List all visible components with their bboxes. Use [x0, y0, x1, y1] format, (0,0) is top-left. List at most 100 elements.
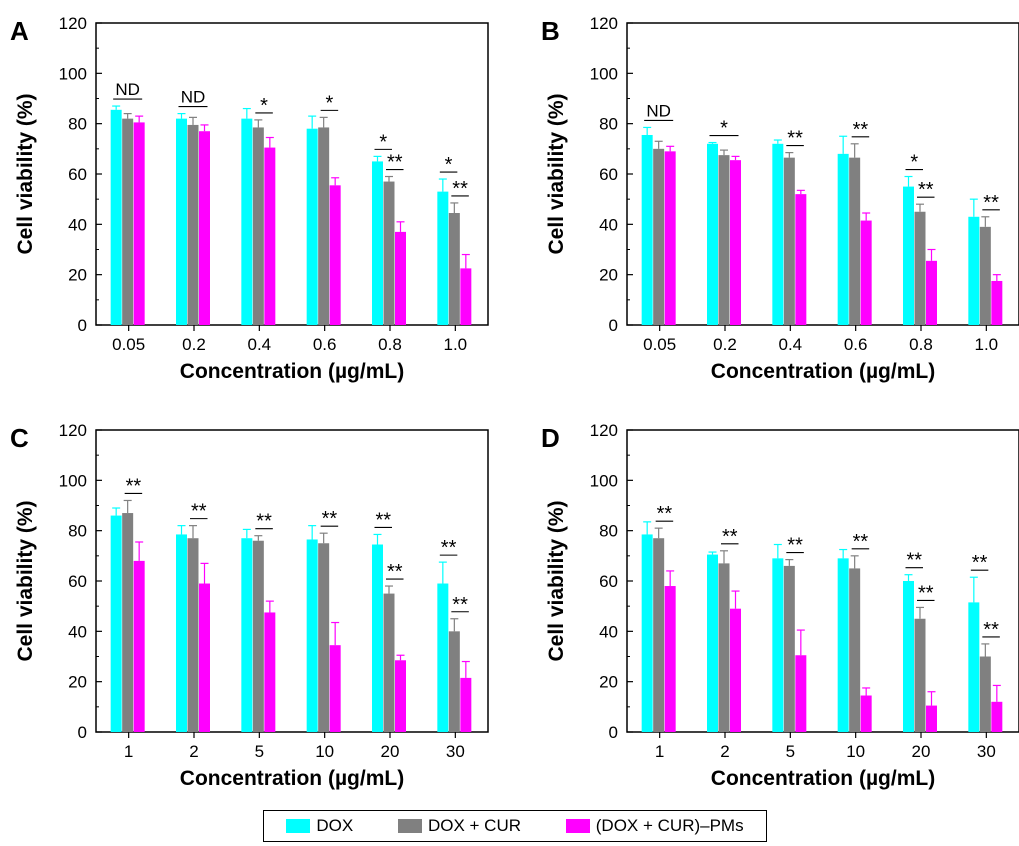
bar-0	[641, 134, 653, 325]
plot-frame	[95, 429, 489, 733]
y-tick-label: 0	[609, 316, 618, 335]
y-tick-label: 120	[59, 14, 87, 33]
significance-label: **	[126, 475, 142, 497]
y-tick-label: 40	[68, 215, 87, 234]
bar-0	[241, 538, 253, 732]
bar-0	[437, 191, 449, 325]
legend-label-pms: (DOX + CUR)–PMs	[595, 816, 744, 835]
significance-label: **	[918, 179, 934, 201]
significance-label: **	[657, 503, 673, 525]
bar-1	[849, 157, 861, 325]
bar-2	[795, 194, 807, 325]
y-tick-label: 0	[78, 723, 87, 742]
bar-0	[176, 118, 187, 325]
bar-2	[329, 645, 341, 732]
bar-2	[395, 231, 406, 325]
significance-label: **	[787, 535, 803, 557]
legend-swatch-dox	[286, 819, 311, 833]
y-tick-label: 0	[609, 723, 618, 742]
y-tick-label: 20	[68, 673, 87, 692]
y-tick-label: 120	[59, 421, 87, 440]
bar-1	[187, 124, 199, 325]
chart-panel-d: D 0 20 40 60 80 100 120 Cell viability (%) 1 2 5 10 2…	[541, 421, 1019, 790]
significance-label: ND	[646, 101, 671, 120]
y-tick-label: 120	[590, 421, 618, 440]
bar-0	[707, 554, 718, 732]
bar-2	[199, 583, 210, 732]
bar-0	[903, 581, 914, 732]
legend-label-dox-cur: DOX + CUR	[427, 816, 522, 835]
x-tick-label: 10	[846, 742, 865, 761]
x-tick-label: 30	[977, 742, 996, 761]
significance-label: ND	[181, 88, 206, 107]
significance-label: *	[326, 92, 334, 114]
significance-label: **	[452, 594, 468, 616]
bar-2	[991, 280, 1003, 325]
significance-label: *	[910, 152, 918, 174]
legend-swatch-dox-cur	[397, 819, 422, 833]
bar-2	[460, 268, 472, 325]
chart-panel-a: A 0 20 40 60 80 100 120 Cell viability (%) 0.05 0.…	[10, 14, 489, 383]
y-tick-label: 60	[599, 165, 618, 184]
x-tick-label: 1	[124, 742, 133, 761]
y-tick-label: 40	[68, 622, 87, 641]
bar-1	[318, 543, 330, 732]
significance-label: **	[983, 619, 999, 641]
bar-2	[860, 695, 872, 732]
y-axis-label: Cell viability (%)	[14, 93, 37, 254]
significance-label: **	[387, 152, 403, 174]
significance-label: **	[375, 509, 391, 531]
x-tick-label: 0.8	[909, 335, 933, 354]
y-tick-label: 120	[590, 14, 618, 33]
x-tick-label: 1.0	[444, 335, 468, 354]
x-tick-label: 2	[189, 742, 198, 761]
bar-0	[437, 583, 449, 732]
bar-1	[187, 538, 199, 732]
significance-label: **	[983, 192, 999, 214]
panel-label: B	[541, 16, 560, 46]
significance-label: **	[722, 526, 738, 548]
significance-label: **	[906, 550, 922, 572]
legend-item-dox: DOX	[286, 816, 353, 836]
bar-0	[772, 558, 784, 732]
y-tick-label: 100	[590, 471, 618, 490]
significance-label: *	[379, 131, 387, 153]
x-tick-label: 0.6	[844, 335, 868, 354]
x-tick-label: 30	[446, 742, 465, 761]
significance-label: **	[853, 119, 869, 141]
chart-panel-b: B 0 20 40 60 80 100 120 Cell viability (%) 0.05 0.…	[541, 14, 1019, 383]
x-tick-label: 1	[655, 742, 664, 761]
significance-label: *	[720, 118, 728, 140]
y-tick-label: 20	[599, 673, 618, 692]
plot-frame	[95, 22, 489, 326]
significance-label: **	[853, 531, 869, 553]
bar-0	[306, 128, 318, 325]
bar-0	[241, 118, 253, 325]
bar-2	[730, 160, 741, 325]
bar-0	[837, 153, 849, 325]
x-tick-label: 5	[786, 742, 795, 761]
bar-1	[448, 631, 460, 732]
bar-2	[926, 705, 937, 732]
x-tick-label: 0.8	[378, 335, 402, 354]
legend-swatch-pms	[565, 819, 590, 833]
bar-2	[329, 185, 341, 325]
y-tick-label: 100	[59, 64, 87, 83]
bar-2	[730, 608, 741, 732]
bar-0	[903, 186, 914, 325]
bar-1	[979, 656, 991, 732]
significance-label: **	[191, 501, 207, 523]
x-tick-label: 0.4	[248, 335, 272, 354]
legend-label-dox: DOX	[316, 816, 354, 835]
bar-1	[653, 538, 665, 732]
bar-0	[707, 143, 718, 325]
x-axis-label: Concentration (µg/mL)	[180, 767, 404, 790]
x-tick-label: 20	[381, 742, 400, 761]
bar-1	[252, 540, 264, 732]
significance-label: **	[972, 552, 988, 574]
bar-2	[199, 131, 210, 325]
bar-2	[460, 677, 472, 732]
x-tick-label: 0.05	[643, 335, 676, 354]
significance-label: **	[322, 508, 338, 530]
